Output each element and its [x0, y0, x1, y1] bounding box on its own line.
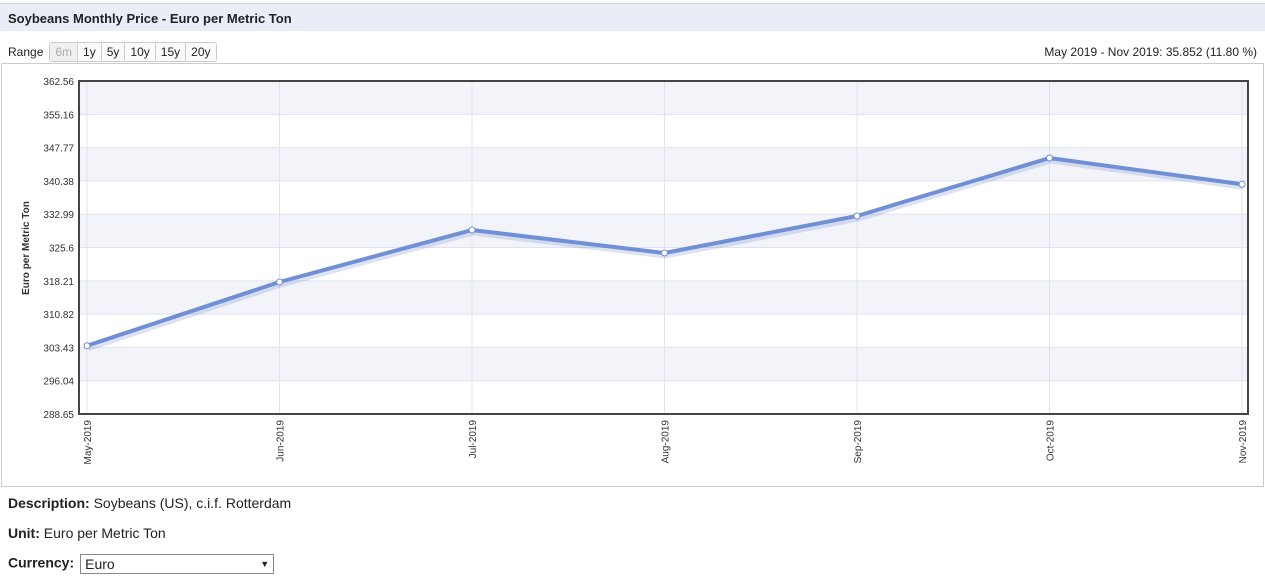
x-tick-label: Jun-2019: [276, 420, 287, 462]
x-tick-label: Sep-2019: [853, 420, 864, 464]
y-axis-label: Euro per Metric Ton: [21, 201, 32, 295]
point: [276, 278, 283, 286]
y-tick-label: 355.16: [43, 110, 74, 121]
point: [1238, 180, 1246, 188]
point: [468, 226, 476, 234]
band: [79, 214, 1248, 248]
description-label: Description:: [8, 495, 90, 511]
plot-frame: [78, 80, 1249, 415]
band: [79, 81, 1248, 115]
header: Soybeans Monthly Price - Euro per Metric…: [0, 3, 1265, 31]
y-tick-label: 325.6: [49, 244, 74, 255]
unit-label: Unit:: [8, 525, 40, 541]
range-option[interactable]: 1y: [77, 43, 101, 61]
y-tick-label: 340.38: [43, 177, 74, 188]
y-tick-label: 318.21: [43, 277, 74, 288]
point: [83, 342, 91, 350]
title: Soybeans Monthly Price - Euro per Metric…: [8, 11, 292, 26]
range-option[interactable]: 20y: [185, 43, 216, 61]
y-tick-label: 362.56: [43, 77, 74, 88]
unit-text: Euro per Metric Ton: [43, 525, 166, 541]
y-tick-label: 347.77: [43, 144, 74, 155]
x-tick-label: Aug-2019: [661, 420, 672, 464]
unit: Unit: Euro per Metric Ton: [8, 525, 166, 541]
y-tick-label: 332.99: [43, 210, 74, 221]
y-tick-label: 288.65: [43, 410, 74, 421]
band: [79, 347, 1248, 381]
x-tick-label: Jul-2019: [468, 420, 479, 459]
currency: Currency: Euro: [8, 554, 275, 574]
description: Description: Soybeans (US), c.i.f. Rotte…: [8, 495, 291, 511]
y-tick-label: 303.43: [43, 343, 74, 354]
currency-select[interactable]: Euro: [80, 554, 275, 574]
range-option[interactable]: 15y: [154, 43, 186, 61]
range-label: Range: [8, 45, 44, 59]
band: [79, 280, 1248, 315]
x-tick-label: Oct-2019: [1046, 420, 1057, 462]
range-option[interactable]: 10y: [124, 43, 155, 61]
currency-label: Currency:: [8, 554, 75, 571]
x-tick-label: May-2019: [83, 420, 94, 465]
x-tick-label: Nov-2019: [1238, 420, 1249, 464]
range-bar: Range 6m 1y 5y 10y 15y 20y: [8, 42, 217, 62]
range-summary: May 2019 - Nov 2019: 35.852 (11.80 %): [1044, 45, 1257, 59]
point: [853, 212, 861, 220]
chart-frame: [1, 63, 1264, 487]
point: [661, 249, 668, 257]
y-tick-label: 310.82: [43, 310, 74, 321]
range-option[interactable]: 6m: [50, 43, 78, 61]
range-option[interactable]: 5y: [100, 43, 125, 61]
chart: Euro per Metric Ton 288.65 296.04 303.43 31…: [1, 63, 1264, 487]
range-options: 6m 1y 5y 10y 15y 20y: [49, 42, 217, 62]
y-tick-label: 296.04: [43, 377, 74, 388]
point: [1046, 154, 1053, 162]
band: [79, 147, 1248, 181]
description-text: Soybeans (US), c.i.f. Rotterdam: [93, 495, 292, 511]
